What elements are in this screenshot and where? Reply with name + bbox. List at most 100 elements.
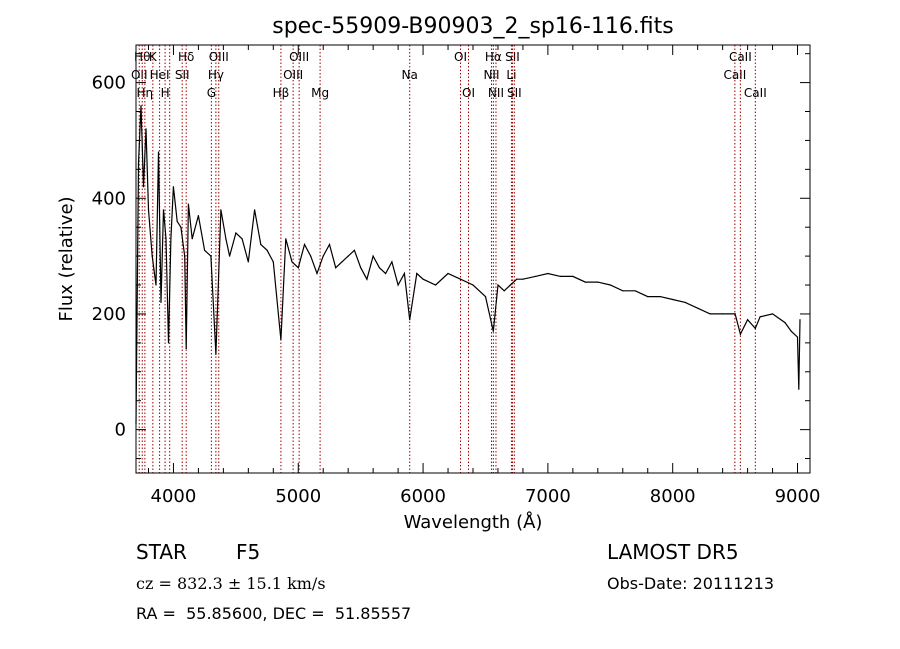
spectrum-point-56 <box>409 319 411 321</box>
spectrum-point-3 <box>142 186 145 188</box>
spectrum-point-90 <box>759 316 761 318</box>
spectrum-point-87 <box>739 333 742 335</box>
spectrum-point-4 <box>145 128 147 130</box>
spectrum-line-0 <box>135 105 801 424</box>
spectrum-point-19 <box>187 203 189 205</box>
spectrum-point-5 <box>147 209 150 211</box>
spectrum-point-2 <box>140 105 142 107</box>
spectrum-point-63 <box>484 296 487 298</box>
line-label-5: H <box>161 86 170 100</box>
spectrum-point-57 <box>416 272 418 275</box>
line-label-17: OI <box>454 50 467 64</box>
spectrum-point-41 <box>316 272 318 275</box>
y-tick-label-2: 400 <box>92 188 126 209</box>
spectrum-point-81 <box>672 298 674 301</box>
spectrum-point-8 <box>157 151 160 153</box>
object-classification: STAR <box>136 540 187 564</box>
x-tick-label-5: 9000 <box>775 486 821 507</box>
spectrum-point-96 <box>799 319 801 321</box>
spectrum-point-9 <box>160 301 162 303</box>
spectrum-point-55 <box>403 272 405 275</box>
chart-title: spec-55909-B90903_2_sp16-116.fits <box>272 14 674 39</box>
spectrum-point-86 <box>734 313 736 315</box>
spectrum-point-40 <box>310 255 312 257</box>
spectrum-point-54 <box>397 284 399 286</box>
line-label-20: Hα <box>485 50 502 64</box>
spectrum-point-37 <box>291 261 293 263</box>
spectrum-point-26 <box>225 238 227 240</box>
spectrum-point-89 <box>754 327 756 329</box>
line-label-24: SII <box>507 86 522 100</box>
line-label-26: CaII <box>729 50 752 64</box>
spectrum-point-65 <box>497 284 499 286</box>
spectrum-point-61 <box>459 278 462 280</box>
spectrum-point-42 <box>322 255 324 257</box>
spectrum-point-83 <box>697 307 699 309</box>
spectrum-point-80 <box>659 296 661 298</box>
line-label-9: G <box>207 86 216 100</box>
spectrum-point-66 <box>503 290 505 292</box>
spectrum-point-51 <box>378 267 380 269</box>
spectrum-point-1 <box>137 163 140 165</box>
spectrum-point-28 <box>235 232 237 234</box>
line-label-10: Hγ <box>208 68 224 82</box>
spectrum-point-62 <box>472 284 474 286</box>
line-label-21: NII <box>488 86 504 100</box>
y-tick-label-1: 200 <box>92 304 126 325</box>
spectrum-point-35 <box>280 339 282 341</box>
obs-date-text: Obs-Date: 20111213 <box>607 574 775 593</box>
line-label-16: Na <box>402 68 418 82</box>
axis-ticks: 4000 5000 6000 7000 8000 9000 0 200 400 600 <box>92 45 821 507</box>
spectrum-point-6 <box>151 255 153 257</box>
spectrum-point-46 <box>347 255 349 257</box>
spectrum-point-94 <box>796 336 799 338</box>
spectrum-point-84 <box>709 313 711 315</box>
spectrum-point-27 <box>229 255 231 257</box>
line-label-15: Mg <box>311 86 329 100</box>
line-label-8: Hδ <box>178 50 194 64</box>
line-label-11: OIII <box>209 50 229 64</box>
spectrum-point-13 <box>170 238 172 240</box>
spectrum-point-67 <box>509 284 511 286</box>
spectrum-point-43 <box>328 243 331 246</box>
spectrum-point-48 <box>360 267 362 269</box>
redshift-text: cz = 832.3 ± 15.1 km/s <box>136 574 326 593</box>
y-axis-label: Flux (relative) <box>56 196 77 321</box>
spectrum-point-23 <box>210 255 212 257</box>
spectrum-point-49 <box>366 278 368 280</box>
spectrum-point-75 <box>597 281 599 283</box>
spectrum-point-77 <box>622 290 624 292</box>
x-tick-label-3: 7000 <box>525 486 571 507</box>
line-label-7: SII <box>175 68 190 82</box>
line-label-23: SII <box>505 50 520 64</box>
y-tick-label-0: 0 <box>115 420 126 441</box>
spectrum-point-14 <box>172 186 174 188</box>
line-label-4: HeI <box>150 68 170 82</box>
spectrum-point-15 <box>176 220 178 222</box>
y-tick-label-3: 600 <box>92 73 126 94</box>
spectrum-point-34 <box>272 261 274 263</box>
spectrum-point-44 <box>335 267 337 269</box>
spectrum-point-22 <box>204 249 206 251</box>
spectrum-point-78 <box>634 290 636 292</box>
x-tick-label-2: 6000 <box>400 486 446 507</box>
spectrum-point-74 <box>584 281 586 283</box>
spectrum-point-12 <box>167 342 170 344</box>
spectrum-point-24 <box>215 353 217 355</box>
spectrum-point-69 <box>522 278 524 280</box>
line-label-19: NII <box>483 68 499 82</box>
x-tick-label-1: 5000 <box>275 486 321 507</box>
spectrum-series <box>135 105 801 425</box>
spectrum-point-68 <box>516 278 518 280</box>
spectrum-point-25 <box>220 209 222 211</box>
spectrum-point-20 <box>191 238 193 240</box>
spectrum-point-72 <box>559 275 562 277</box>
spectrum-point-17 <box>184 255 186 257</box>
spectrum-point-36 <box>285 238 287 240</box>
plot-frame <box>135 44 811 474</box>
spectrum-point-79 <box>647 296 649 298</box>
line-label-3: K <box>149 50 158 64</box>
spectrum-point-60 <box>447 272 449 275</box>
x-axis-label: Wavelength (Å) <box>404 511 543 533</box>
